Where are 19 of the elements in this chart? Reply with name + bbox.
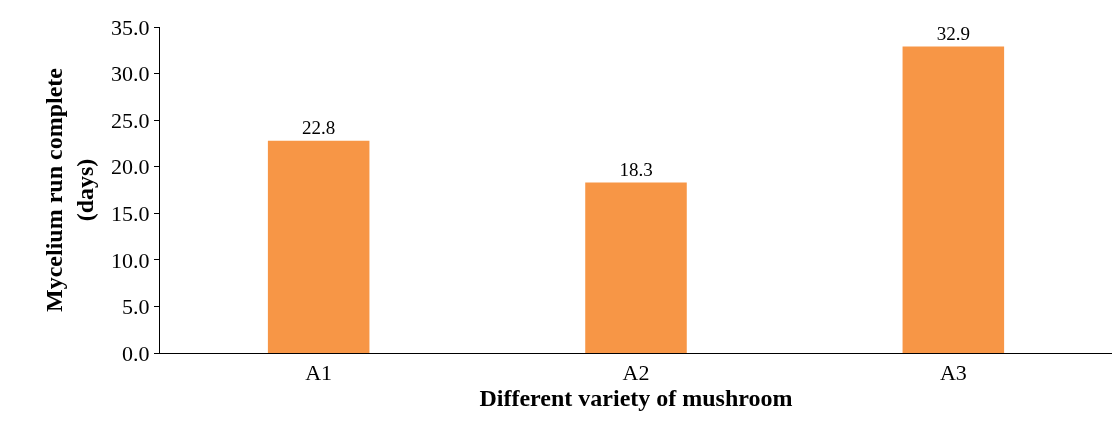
y-tick-label: 20.0 xyxy=(111,154,150,180)
x-tick-label: A3 xyxy=(939,360,967,386)
y-tick-label: 10.0 xyxy=(111,247,150,273)
x-tick-label: A2 xyxy=(622,360,650,386)
data-label: 18.3 xyxy=(619,158,653,180)
bar xyxy=(585,182,687,353)
y-tick-label: 0.0 xyxy=(122,340,150,366)
y-axis-title: Mycelium run complete (days) xyxy=(41,67,99,312)
y-tick-label: 30.0 xyxy=(111,61,150,87)
bar xyxy=(267,140,370,353)
y-tick-label: 25.0 xyxy=(111,107,150,133)
data-label: 22.8 xyxy=(302,116,336,138)
x-tick-label: A1 xyxy=(305,360,333,386)
x-axis-title: Different variety of mushroom xyxy=(479,385,793,412)
y-tick-label: 5.0 xyxy=(122,294,150,320)
data-label: 32.9 xyxy=(936,22,970,44)
bar xyxy=(902,46,1005,353)
y-tick-label: 35.0 xyxy=(111,14,150,40)
y-tick-label: 15.0 xyxy=(111,200,150,226)
